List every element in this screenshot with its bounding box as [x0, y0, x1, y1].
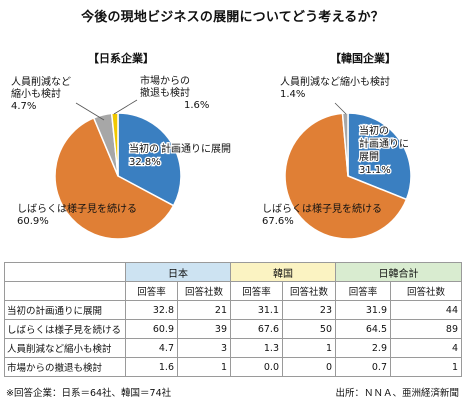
- label-plan-korea-l1: 当初の: [359, 124, 389, 137]
- table-cell: 0: [282, 357, 336, 377]
- pie-japan-slice-1: [54, 116, 175, 240]
- row-label: 人員削減など縮小も検討: [4, 338, 126, 358]
- chart-title: 今後の現地ビジネスの展開についてどう考えるか？: [81, 10, 384, 25]
- col-header: 回答社数: [390, 281, 462, 301]
- table-cell: 2.9: [335, 338, 391, 358]
- table-cell: 32.8: [125, 300, 178, 320]
- table-cell: 0.7: [335, 357, 391, 377]
- table-cell: 39: [177, 319, 231, 339]
- table-row: 市場からの撤退も検討 1.6 1 0.0 0 0.7 1: [4, 357, 462, 377]
- col-header: 回答社数: [282, 281, 336, 301]
- left-pie-title: 【日系企業】: [88, 52, 154, 65]
- table-cell: 1: [282, 338, 336, 358]
- group-header-total: 日韓合計: [335, 262, 462, 282]
- table-cell: 50: [282, 319, 336, 339]
- table-cell: 44: [390, 300, 462, 320]
- label-plan-korea-value: 31.1%: [359, 165, 391, 176]
- group-header-korea: 韓国: [230, 262, 336, 282]
- leader-exit-japan: [113, 99, 138, 115]
- col-header: 回答率: [230, 281, 283, 301]
- table-corner-2: [4, 281, 126, 301]
- right-pie-title: 【韓国企業】: [330, 52, 396, 65]
- label-plan-korea-l2: 計画通りに: [359, 137, 409, 150]
- label-cut-japan: 人員削減など 縮小も検討 4.7%: [11, 77, 71, 112]
- col-header: 回答社数: [177, 281, 231, 301]
- table-corner: [4, 262, 126, 282]
- source-note: 出所：ＮＮＡ、亜洲経済新聞: [335, 388, 459, 399]
- label-plan-japan-value: 32.8%: [129, 157, 161, 168]
- table-cell: 0.0: [230, 357, 283, 377]
- row-label: 当初の計画通りに展開: [4, 300, 126, 320]
- table-cell: 67.6: [230, 319, 283, 339]
- table-row: 当初の計画通りに展開 32.8 21 31.1 23 31.9 44: [4, 300, 462, 320]
- table-row: しばらくは様子見を続ける 60.9 39 67.6 50 64.5 89: [4, 319, 462, 339]
- table-cell: 1: [390, 357, 462, 377]
- pie-korea-slice-0: [347, 112, 412, 201]
- label-wait-japan: しばらくは様子見を続ける 60.9%: [17, 204, 137, 227]
- pie-korea-slice-1: [284, 112, 408, 240]
- table-cell: 1: [177, 357, 231, 377]
- table-cell: 4: [390, 338, 462, 358]
- table-cell: 31.9: [335, 300, 391, 320]
- col-header: 回答率: [125, 281, 178, 301]
- label-exit-japan: 市場からの 撤退も検討 1.6%: [140, 76, 210, 111]
- table-cell: 4.7: [125, 338, 178, 358]
- label-plan-japan-l1: 当初の: [129, 142, 159, 155]
- table-cell: 1.6: [125, 357, 178, 377]
- group-header-japan: 日本: [125, 262, 231, 282]
- table-cell: 3: [177, 338, 231, 358]
- table-cell: 23: [282, 300, 336, 320]
- label-wait-korea: しばらくは様子見を続ける 67.6%: [262, 204, 382, 227]
- row-label: しばらくは様子見を続ける: [4, 319, 126, 339]
- label-plan-japan-l2: 計画通りに展開: [161, 142, 231, 155]
- label-plan-korea-l3: 展開: [359, 151, 379, 163]
- table-cell: 60.9: [125, 319, 178, 339]
- table-row: 人員削減など縮小も検討 4.7 3 1.3 1 2.9 4: [4, 338, 462, 358]
- footnote: ※回答企業：日系＝64社、韓国＝74社: [6, 388, 172, 399]
- table-cell: 89: [390, 319, 462, 339]
- leader-cut-japan: [75, 102, 105, 121]
- label-cut-korea: 人員削減など縮小も検討 1.4%: [280, 77, 390, 100]
- table-cell: 31.1: [230, 300, 283, 320]
- results-table: 日本 韓国 日韓合計 回答率 回答社数 回答率 回答社数 回答率 回答社数 当初…: [4, 262, 462, 377]
- pie-japan-slice-0: [117, 112, 182, 207]
- table-cell: 1.3: [230, 338, 283, 358]
- leader-cut-korea: [334, 102, 347, 115]
- table-cell: 21: [177, 300, 231, 320]
- table-cell: 64.5: [335, 319, 391, 339]
- col-header: 回答率: [335, 281, 391, 301]
- row-label: 市場からの撤退も検討: [4, 357, 126, 377]
